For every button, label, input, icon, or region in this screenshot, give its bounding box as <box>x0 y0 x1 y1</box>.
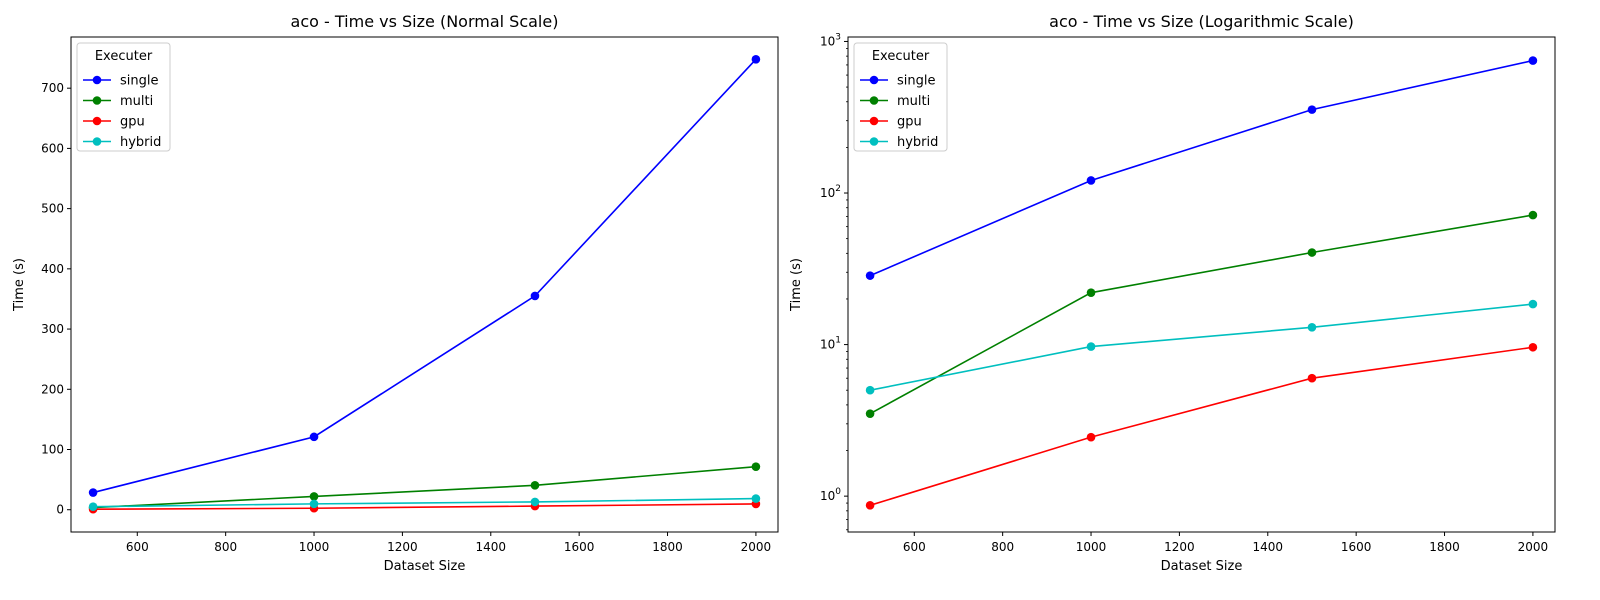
legend-title: Executer <box>95 49 153 64</box>
data-point-hybrid <box>309 499 319 509</box>
x-tick-label: 600 <box>903 540 926 554</box>
legend-marker-single <box>869 75 879 85</box>
legend-marker-multi <box>869 96 879 105</box>
x-tick-label: 1400 <box>476 540 507 554</box>
data-point-single <box>865 271 875 280</box>
legend-box <box>76 42 171 152</box>
plot-area-frame <box>847 36 1556 533</box>
series-line-multi <box>93 465 756 509</box>
legend-label-gpu: gpu <box>897 115 922 130</box>
series-line-hybrid <box>93 497 756 508</box>
series-line-gpu <box>93 503 756 510</box>
x-tick-label: 1000 <box>1076 540 1107 554</box>
data-point-hybrid <box>865 385 875 395</box>
data-point-hybrid <box>1086 342 1096 351</box>
data-point-hybrid <box>1307 323 1317 332</box>
x-tick-label: 1600 <box>564 540 595 554</box>
x-tick-label: 2000 <box>1518 540 1549 554</box>
y-tick-label: 400 <box>41 262 64 276</box>
x-tick-label: 1400 <box>1253 540 1284 554</box>
legend-label-single: single <box>897 74 936 89</box>
y-tick-label: 0 <box>56 503 64 517</box>
legend-marker-gpu <box>92 116 102 126</box>
legend: Executer single multi gpu hybrid <box>853 42 948 152</box>
legend-label-hybrid: hybrid <box>897 135 938 150</box>
legend-title: Executer <box>872 49 930 64</box>
y-tick-label: 103 <box>820 32 841 48</box>
x-tick-label: 1200 <box>1164 540 1195 554</box>
chart-panel-2: aco - Time vs Size (Logarithmic Scale) 60… <box>789 12 1556 574</box>
y-tick-label: 200 <box>41 382 64 396</box>
legend-marker-multi <box>92 96 102 105</box>
x-tick-label: 600 <box>126 540 149 554</box>
data-point-multi <box>865 409 875 418</box>
data-point-gpu <box>1086 432 1096 442</box>
x-tick-label: 1200 <box>387 540 418 554</box>
legend-label-hybrid: hybrid <box>120 135 161 150</box>
data-point-single <box>88 488 98 497</box>
y-tick-label: 101 <box>820 336 841 352</box>
data-point-gpu <box>865 501 875 510</box>
data-point-single <box>1307 105 1317 114</box>
y-tick-label: 500 <box>41 202 64 216</box>
data-point-single <box>530 291 540 301</box>
x-tick-label: 1800 <box>1429 540 1460 554</box>
data-point-multi <box>1307 248 1317 257</box>
chart-title: aco - Time vs Size (Logarithmic Scale) <box>1049 12 1354 31</box>
data-point-hybrid <box>751 494 761 503</box>
data-point-hybrid <box>1528 299 1538 309</box>
legend-label-gpu: gpu <box>120 115 145 130</box>
series-line-gpu <box>869 346 1534 507</box>
data-point-multi <box>1086 288 1096 297</box>
data-point-single <box>751 54 761 64</box>
legend-marker-hybrid <box>92 137 102 146</box>
data-point-single <box>309 432 319 442</box>
chart-title: aco - Time vs Size (Normal Scale) <box>291 12 559 31</box>
data-point-gpu <box>1528 342 1538 352</box>
legend-label-multi: multi <box>897 94 930 109</box>
legend: Executer single multi gpu hybrid <box>76 42 171 152</box>
plot-area-frame <box>70 36 779 533</box>
legend-marker-hybrid <box>869 137 879 146</box>
y-axis-label: Time (s) <box>789 258 804 312</box>
legend-marker-single <box>92 75 102 85</box>
data-point-hybrid <box>530 497 540 507</box>
x-tick-label: 800 <box>214 540 237 554</box>
legend-label-multi: multi <box>120 94 153 109</box>
series-line-single <box>92 58 757 494</box>
data-point-single <box>1086 176 1096 185</box>
legend-marker-gpu <box>869 116 879 126</box>
y-tick-label: 300 <box>41 322 64 336</box>
y-tick-label: 600 <box>41 141 64 155</box>
y-tick-label: 100 <box>41 443 64 457</box>
data-point-hybrid <box>88 502 98 512</box>
data-point-single <box>1528 56 1538 65</box>
x-tick-label: 2000 <box>741 540 772 554</box>
y-axis-label: Time (s) <box>12 258 27 312</box>
x-tick-label: 1800 <box>652 540 683 554</box>
y-tick-label: 700 <box>41 81 64 95</box>
data-point-multi <box>751 462 761 471</box>
series-line-single <box>869 59 1534 277</box>
legend-label-single: single <box>120 74 159 89</box>
data-point-gpu <box>1307 373 1317 383</box>
chart-panel-1: aco - Time vs Size (Normal Scale) 600 800 1… <box>12 12 779 574</box>
x-tick-label: 1000 <box>299 540 330 554</box>
x-tick-label: 800 <box>991 540 1014 554</box>
data-point-multi <box>309 492 319 501</box>
x-axis-label: Dataset Size <box>1161 559 1243 574</box>
data-point-multi <box>530 481 540 490</box>
y-tick-label: 100 <box>820 487 841 503</box>
legend-box <box>853 42 948 152</box>
series-line-multi <box>869 214 1534 415</box>
series-line-hybrid <box>869 303 1533 391</box>
x-tick-label: 1600 <box>1341 540 1372 554</box>
y-tick-label: 102 <box>820 184 841 200</box>
data-point-multi <box>1528 210 1538 220</box>
x-axis-label: Dataset Size <box>384 559 466 574</box>
